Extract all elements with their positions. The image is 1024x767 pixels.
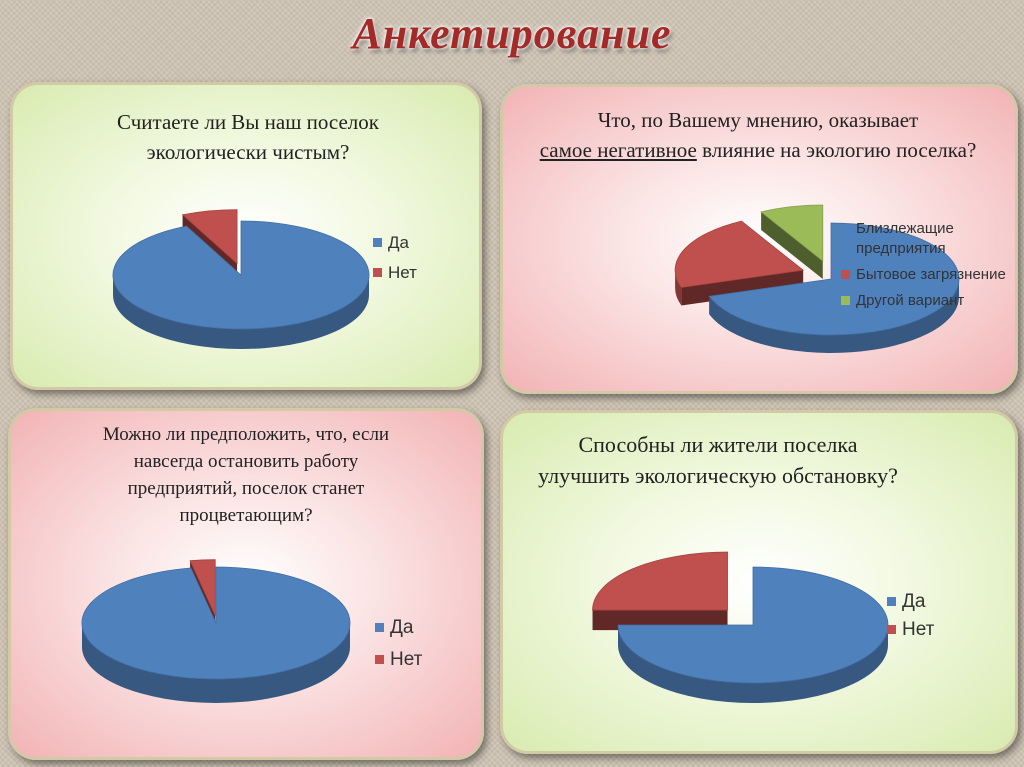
pie-chart: [112, 209, 370, 349]
pie-chart: [592, 551, 889, 703]
legend-swatch-red: [373, 268, 382, 277]
question-text: Считаете ли Вы наш поселок экологически …: [116, 110, 379, 164]
slice-yes: [112, 220, 370, 330]
legend-item: Близлежащие предприятия: [841, 219, 1011, 259]
pie-chart: [674, 204, 960, 353]
legend-label: Да: [390, 617, 414, 638]
slice-no: [189, 559, 216, 616]
survey-panel-stop-enterprises: Можно ли предположить, что, если навсегд…: [8, 408, 484, 760]
legend-item: Нет: [373, 263, 417, 283]
question-text: Что, по Вашему мнению, оказывает самое н…: [523, 105, 993, 165]
slice-no: [181, 209, 238, 265]
chart-legend: Да Нет: [375, 617, 422, 677]
slice-yes-rim: [618, 625, 888, 703]
question-text-post: влияние на экологию поселка?: [702, 138, 977, 162]
survey-panel-clean-village: Считаете ли Вы наш поселок экологически …: [10, 82, 482, 390]
question-text: Способны ли жители поселка улучшить экол…: [538, 432, 898, 488]
legend-swatch-green: [841, 296, 850, 305]
pie-group-0: [112, 209, 370, 349]
legend-label: Другой вариант: [856, 292, 965, 309]
pie-group-3: [592, 551, 889, 703]
legend-label: Нет: [902, 619, 935, 640]
legend-item: Да: [375, 617, 422, 639]
slice-yes-rim: [82, 623, 350, 703]
pie-group-2: [81, 559, 351, 703]
slice-other-edge: [761, 211, 823, 280]
legend-swatch-red: [841, 270, 850, 279]
slice-yes-rim: [113, 275, 369, 349]
chart-legend: Да Нет: [887, 591, 934, 647]
legend-swatch-red: [375, 655, 384, 664]
legend-item: Нет: [887, 619, 934, 641]
survey-panel-negative-influence: Что, по Вашему мнению, оказывает самое н…: [500, 84, 1018, 394]
page-title: Анкетирование: [352, 9, 672, 58]
legend-swatch-blue: [887, 597, 896, 606]
legend-label: Близлежащие предприятия: [856, 220, 954, 257]
slice-other: [760, 204, 824, 262]
pie-group-1: [674, 204, 960, 353]
slice-no: [592, 551, 728, 611]
legend-swatch-red: [887, 625, 896, 634]
slice-yes: [81, 566, 351, 680]
question-text-pre: Что, по Вашему мнению, оказывает: [597, 108, 919, 132]
question-text-underlined: самое негативное: [539, 138, 697, 162]
slice-yes: [617, 566, 889, 684]
legend-swatch-blue: [375, 623, 384, 632]
chart-legend: Близлежащие предприятия Бытовое загрязне…: [841, 219, 1011, 317]
legend-label: Нет: [390, 649, 423, 670]
legend-swatch-blue: [841, 224, 850, 233]
legend-item: Нет: [375, 649, 422, 671]
slice-enterprises-rim: [709, 279, 959, 353]
legend-item: Да: [373, 233, 417, 253]
legend-label: Да: [388, 233, 409, 252]
legend-label: Бытовое загрязнение: [856, 266, 1006, 283]
legend-item: Другой вариант: [841, 291, 1011, 311]
legend-label: Да: [902, 591, 926, 612]
question-text: Можно ли предположить, что, если навсегд…: [102, 424, 390, 526]
slice-enterprises: [708, 222, 960, 336]
legend-swatch-blue: [373, 238, 382, 247]
slice-household: [674, 220, 805, 288]
survey-panel-residents-improve: Способны ли жители поселка улучшить экол…: [500, 410, 1018, 754]
pie-chart: [81, 559, 351, 703]
legend-item: Бытовое загрязнение: [841, 265, 1011, 285]
legend-label: Нет: [388, 263, 417, 282]
chart-legend: Да Нет: [373, 233, 417, 289]
legend-item: Да: [887, 591, 934, 613]
